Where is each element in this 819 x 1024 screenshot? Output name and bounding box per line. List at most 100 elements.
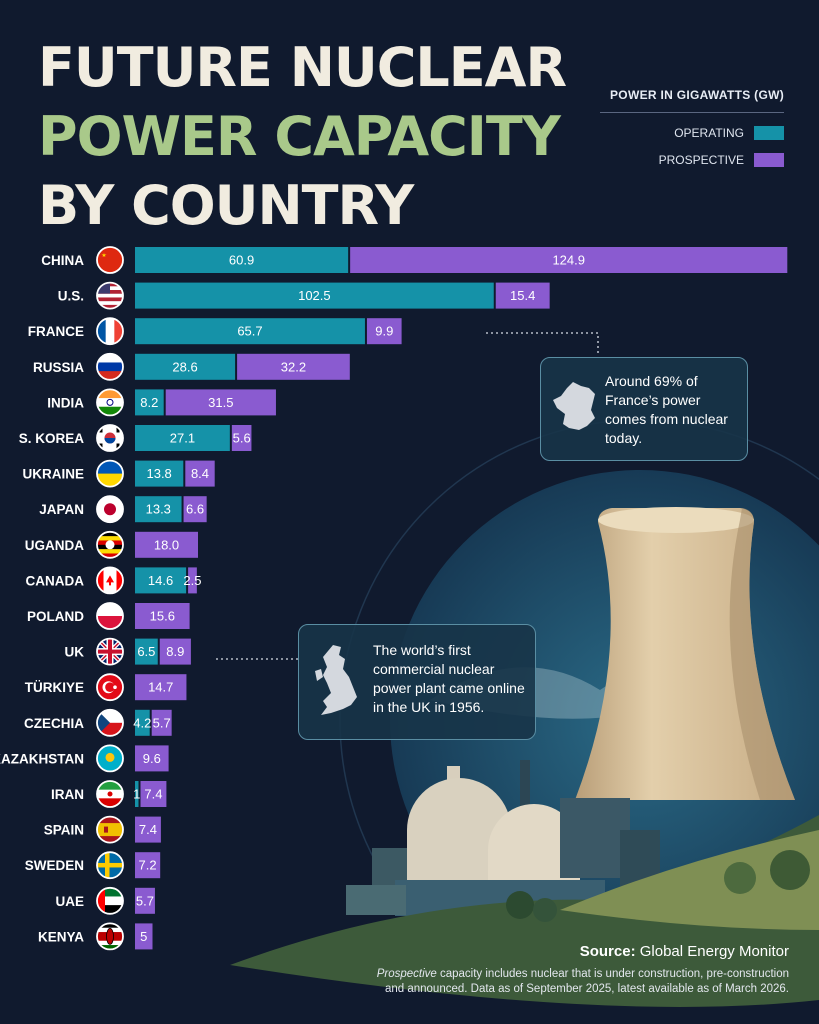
title-line-2: POWER CAPACITY [38,105,561,168]
poland-flag-icon [96,602,124,630]
value-label-prospective-kenya: 5 [140,929,147,944]
value-label-prospective-china: 124.9 [552,253,585,268]
value-label-operating-u-s: 102.5 [298,288,331,303]
france-map-icon [553,382,595,430]
value-label-operating-france: 65.7 [237,324,262,339]
value-label-prospective-iran: 7.4 [144,787,162,802]
source-label: Source: [579,943,636,960]
bar-prospective-uae [135,887,155,914]
footnote-lead: Prospective [376,968,437,980]
value-label-prospective-spain: 7.4 [139,822,157,837]
legend-title: POWER IN GIGAWATTS (GW) [600,88,784,113]
bar-prospective-u-s [495,282,550,309]
footnote: Prospective capacity includes nuclear th… [359,967,789,997]
usa-flag-icon [96,281,124,310]
sweden-flag-icon [96,851,124,880]
country-label-canada: CANADA [26,573,85,588]
legend-label-prospective: PROSPECTIVE [658,153,744,167]
legend-item-prospective: PROSPECTIVE [600,153,784,167]
bar-prospective-india [165,389,276,416]
value-label-operating-china: 60.9 [229,253,254,268]
value-label-operating-india: 8.2 [140,395,158,410]
bar-prospective-poland [135,603,190,629]
bar-prospective-japan [183,496,207,523]
bar-operating-india [135,389,164,416]
value-label-prospective-poland: 15.6 [150,609,175,624]
value-label-prospective-t-rkiye: 14.7 [148,680,173,695]
bar-prospective-china [350,247,788,273]
country-label-czechia: CZECHIA [24,716,84,731]
country-label-s-korea: S. KOREA [19,431,85,446]
uk-flag-icon [96,637,124,666]
value-label-operating-uk: 6.5 [137,644,155,659]
value-label-operating-ukraine: 13.8 [146,466,171,481]
china-flag-icon [96,246,124,274]
bar-prospective-russia [237,353,350,380]
value-label-prospective-uk: 8.9 [166,644,184,659]
bar-prospective-sweden [135,852,161,879]
value-label-operating-iran: 1 [133,787,140,802]
country-label-india: INDIA [47,395,84,410]
country-label-kazakhstan: KAZAKHSTAN [0,751,84,766]
uk-annotation-text: The world’s first commercial nuclear pow… [373,642,525,715]
bar-operating-s-korea [135,425,230,451]
uk-annotation: The world’s first commercial nuclear pow… [298,624,536,740]
legend-item-operating: OPERATING [600,126,784,140]
bar-prospective-iran [140,781,167,807]
value-label-prospective-sweden: 7.2 [139,858,157,873]
country-label-france: FRANCE [28,324,84,339]
value-label-prospective-s-korea: 5.6 [233,431,251,446]
bar-prospective-ukraine [185,460,215,487]
india-flag-icon [96,388,124,417]
legend-label-operating: OPERATING [674,126,744,140]
bar-operating-u-s [135,282,494,309]
value-label-prospective-kazakhstan: 9.6 [143,751,161,766]
bar-prospective-spain [135,816,161,843]
bar-operating-uk [135,638,158,665]
value-label-operating-russia: 28.6 [172,359,197,374]
ukraine-flag-icon [96,459,124,488]
country-label-kenya: KENYA [38,929,84,944]
bar-operating-ukraine [135,460,184,487]
country-label-u-s: U.S. [58,289,84,304]
value-label-prospective-japan: 6.6 [186,502,204,517]
footnote-text: capacity includes nuclear that is under … [384,968,789,995]
country-label-poland: POLAND [27,609,84,624]
source-line: Source: Global Energy Monitor [580,943,789,960]
canada-flag-icon [96,566,124,595]
country-label-china: CHINA [41,253,84,268]
value-label-operating-japan: 13.3 [146,502,171,517]
value-label-prospective-france: 9.9 [375,324,393,339]
country-label-sweden: SWEDEN [25,858,84,873]
value-label-prospective-u-s: 15.4 [510,288,535,303]
bar-operating-china [135,247,349,273]
france-annotation-text: Around 69% of France’s power comes from … [605,373,728,446]
south-korea-flag-icon [96,424,124,452]
uganda-flag-icon [96,530,124,559]
bar-prospective-uganda [135,531,198,558]
country-label-uk: UK [65,645,85,660]
value-label-operating-canada: 14.6 [148,573,173,588]
country-label-ukraine: UKRAINE [22,467,84,482]
bar-operating-canada [135,567,187,594]
bar-prospective-uk [159,638,191,665]
bar-prospective-s-korea [231,425,252,451]
iran-flag-icon [96,780,124,808]
country-label-russia: RUSSIA [33,360,84,375]
legend-swatch-operating [754,126,784,140]
value-label-prospective-uganda: 18.0 [154,537,179,552]
japan-flag-icon [96,495,124,524]
spain-flag-icon [96,815,124,844]
value-label-prospective-russia: 32.2 [281,359,306,374]
title-line-3: BY COUNTRY [38,174,414,237]
bar-prospective-kazakhstan [135,745,169,772]
country-label-japan: JAPAN [39,502,84,517]
country-label-iran: IRAN [51,787,84,802]
france-annotation: Around 69% of France’s power comes from … [540,357,748,461]
value-label-operating-czechia: 4.2 [133,715,151,730]
value-label-prospective-canada: 2.5 [183,573,201,588]
bar-prospective-czechia [151,709,172,736]
value-label-prospective-czechia: 5.7 [153,715,171,730]
